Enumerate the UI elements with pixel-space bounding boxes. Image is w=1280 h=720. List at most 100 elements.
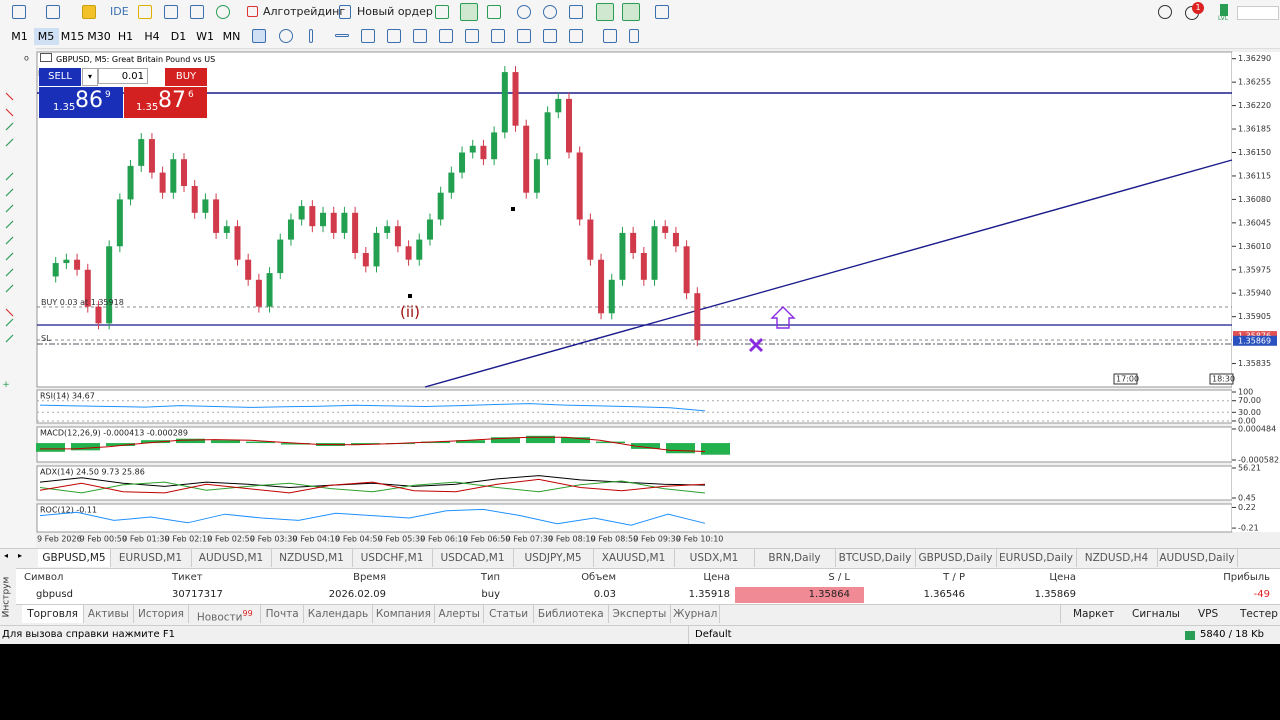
symbol-tab[interactable]: AUDUSD,Daily bbox=[1157, 549, 1238, 567]
candle bbox=[148, 139, 155, 173]
cursor-tool[interactable] bbox=[252, 29, 266, 43]
symbol-tab[interactable]: USDCAD,M1 bbox=[433, 549, 514, 567]
tool[interactable] bbox=[543, 29, 557, 43]
icon[interactable] bbox=[190, 5, 204, 19]
time-label: 9 Feb 03:30 bbox=[250, 535, 297, 544]
timeframe-button[interactable]: H4 bbox=[144, 30, 160, 43]
toolbox-tab[interactable]: Почта bbox=[261, 605, 305, 623]
tool[interactable] bbox=[491, 29, 505, 43]
toolbox-tab[interactable]: Статьи bbox=[484, 605, 534, 623]
sidebar bbox=[0, 48, 36, 548]
column-header: Цена bbox=[1049, 572, 1076, 583]
symbol-tab[interactable]: USDCHF,M1 bbox=[352, 549, 433, 567]
symbol-tab[interactable]: BRN,Daily bbox=[755, 549, 836, 567]
symbol-tab[interactable]: EURUSD,Daily bbox=[996, 549, 1077, 567]
indicator-tick-label: 0.00 bbox=[1238, 417, 1256, 426]
icon[interactable] bbox=[12, 5, 26, 19]
panel-tab[interactable]: Маркет bbox=[1060, 605, 1114, 623]
symbol-tab[interactable]: NZDUSD,H4 bbox=[1077, 549, 1158, 567]
panel-tab[interactable]: Тестер bbox=[1240, 608, 1278, 620]
timeframe-button[interactable]: H1 bbox=[117, 30, 134, 43]
time-label: 9 Feb 07:30 bbox=[506, 535, 553, 544]
add-button[interactable]: + bbox=[2, 380, 10, 390]
tool[interactable] bbox=[413, 29, 427, 43]
time-label: 9 Feb 06:50 bbox=[463, 535, 510, 544]
symbol-tab[interactable]: AUDUSD,M1 bbox=[191, 549, 272, 567]
symbol-tab[interactable]: XAUUSD,M1 bbox=[594, 549, 675, 567]
search-box[interactable] bbox=[1237, 6, 1279, 20]
trade-panel: SELL ▾ 0.01 BUY 1.35 86 9 1.35 87 6 bbox=[39, 68, 207, 118]
toolbox-tab[interactable]: История bbox=[134, 605, 190, 623]
icon[interactable] bbox=[460, 3, 478, 21]
symbol-tab[interactable]: NZDUSD,M1 bbox=[272, 549, 353, 567]
tool[interactable] bbox=[335, 34, 349, 37]
icon[interactable] bbox=[46, 5, 60, 19]
tab-label: Почта bbox=[265, 608, 299, 620]
icon[interactable] bbox=[543, 5, 557, 19]
panel-tab[interactable]: VPS bbox=[1198, 608, 1219, 620]
toolbox-tab[interactable]: Активы bbox=[84, 605, 134, 623]
toolbox-tab[interactable]: Эксперты bbox=[609, 605, 671, 623]
icon[interactable] bbox=[247, 6, 258, 17]
timeframe-button[interactable]: M15 bbox=[60, 30, 85, 43]
candle bbox=[491, 132, 498, 160]
bid-price[interactable]: 1.35 86 9 bbox=[39, 87, 123, 118]
icon[interactable] bbox=[569, 5, 583, 19]
search-icon[interactable] bbox=[1158, 5, 1172, 19]
timeframe-button[interactable]: M30 bbox=[87, 30, 111, 43]
symbol-tab[interactable]: USDJPY,M5 bbox=[513, 549, 594, 567]
timeframe-button[interactable]: M1 bbox=[11, 30, 28, 43]
timeframe-button[interactable]: M5 bbox=[33, 28, 59, 45]
timeframe-button[interactable]: D1 bbox=[170, 30, 187, 43]
algo-button[interactable]: Алготрейдинг bbox=[263, 5, 346, 18]
buy-button[interactable]: BUY bbox=[165, 68, 207, 86]
icon[interactable] bbox=[435, 5, 449, 19]
symbol-tab[interactable]: USDX,M1 bbox=[674, 549, 755, 567]
toolbox-tab[interactable]: Компания bbox=[373, 605, 435, 623]
scroll-right[interactable]: ▸ bbox=[18, 551, 23, 560]
scroll-left[interactable]: ◂ bbox=[4, 551, 9, 560]
indicator-label: ADX(14) 24.50 9.73 25.86 bbox=[40, 468, 145, 477]
tool[interactable] bbox=[309, 29, 313, 43]
tool[interactable] bbox=[465, 29, 479, 43]
timeframe-button[interactable]: MN bbox=[222, 30, 241, 43]
symbol-tab[interactable]: GBPUSD,Daily bbox=[916, 549, 997, 567]
icon[interactable] bbox=[138, 5, 152, 19]
tool[interactable] bbox=[517, 29, 531, 43]
symbol-tab[interactable]: GBPUSD,M5 bbox=[38, 549, 111, 567]
icon[interactable] bbox=[164, 5, 178, 19]
volume-input[interactable]: 0.01 bbox=[98, 68, 148, 84]
icon[interactable] bbox=[216, 5, 230, 19]
tool[interactable] bbox=[629, 29, 639, 43]
tool[interactable] bbox=[361, 29, 375, 43]
toolbox-tab[interactable]: Календарь bbox=[304, 605, 373, 623]
toolbox-tab[interactable]: Библиотека bbox=[534, 605, 609, 623]
toolbox-tab[interactable]: Журнал bbox=[671, 605, 721, 623]
sell-button[interactable]: SELL bbox=[39, 68, 81, 86]
icon[interactable] bbox=[622, 3, 640, 21]
toolbox-tab[interactable]: Алерты bbox=[435, 605, 485, 623]
tool[interactable] bbox=[439, 29, 453, 43]
timeframe-button[interactable]: W1 bbox=[196, 30, 214, 43]
crosshair-tool[interactable] bbox=[279, 29, 293, 43]
tool[interactable] bbox=[387, 29, 401, 43]
ide-button[interactable]: IDE bbox=[110, 5, 129, 18]
tool[interactable] bbox=[569, 29, 583, 43]
price-tick-label: 1.36255 bbox=[1238, 78, 1271, 87]
dot bbox=[408, 294, 412, 298]
volume-dropdown[interactable]: ▾ bbox=[82, 68, 98, 86]
toolbox-tab[interactable]: Торговля bbox=[22, 605, 85, 623]
icon[interactable] bbox=[339, 5, 351, 19]
icon[interactable] bbox=[82, 5, 96, 19]
icon[interactable] bbox=[517, 5, 531, 19]
toolbox-tab[interactable]: Новости99 bbox=[189, 605, 262, 624]
panel-tab[interactable]: Сигналы bbox=[1132, 608, 1180, 620]
symbol-tab[interactable]: EURUSD,M1 bbox=[111, 549, 192, 567]
new-order-button[interactable]: Новый ордер bbox=[357, 5, 433, 18]
tool[interactable] bbox=[603, 29, 617, 43]
ask-price[interactable]: 1.35 87 6 bbox=[124, 87, 207, 118]
icon[interactable] bbox=[655, 5, 669, 19]
symbol-tab[interactable]: BTCUSD,Daily bbox=[835, 549, 916, 567]
icon[interactable] bbox=[596, 3, 614, 21]
icon[interactable] bbox=[487, 5, 501, 19]
